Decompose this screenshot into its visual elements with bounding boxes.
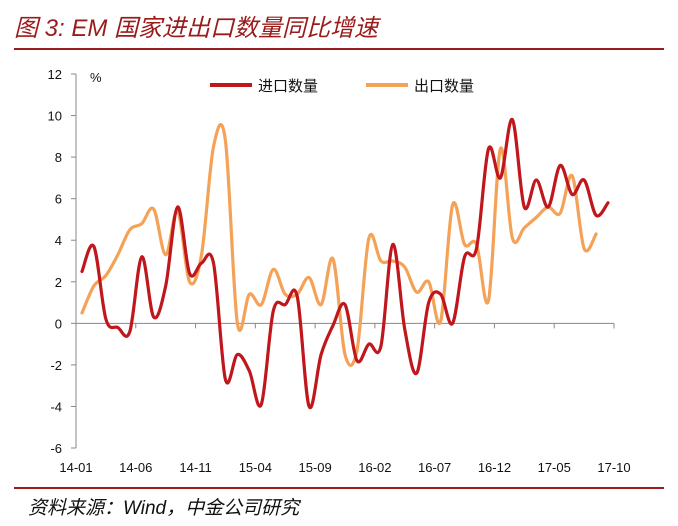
y-tick-label: 0 bbox=[55, 316, 62, 331]
y-tick-label: 4 bbox=[55, 233, 62, 248]
y-tick-label: -4 bbox=[50, 399, 62, 414]
y-axis-unit-label: % bbox=[90, 70, 102, 85]
x-tick-label: 15-04 bbox=[239, 460, 272, 475]
source-note: 资料来源：Wind，中金公司研究 bbox=[28, 498, 300, 519]
x-tick-label: 17-10 bbox=[597, 460, 630, 475]
chart-legend: 进口数量 出口数量 bbox=[210, 77, 474, 95]
legend-label: 出口数量 bbox=[414, 77, 474, 95]
y-tick-label: 6 bbox=[55, 192, 62, 207]
x-tick-label: 17-05 bbox=[538, 460, 571, 475]
series-line-imports bbox=[80, 118, 610, 410]
y-tick-label: 10 bbox=[48, 109, 62, 124]
y-tick-label: 2 bbox=[55, 275, 62, 290]
x-tick-label: 16-07 bbox=[418, 460, 451, 475]
x-tick-label: 14-06 bbox=[119, 460, 152, 475]
x-tick-label: 14-11 bbox=[179, 460, 211, 475]
y-tick-label: 8 bbox=[55, 150, 62, 165]
y-tick-label: -2 bbox=[50, 358, 62, 373]
chart-series bbox=[80, 118, 610, 410]
footer-divider bbox=[14, 487, 664, 489]
x-tick-label: 16-02 bbox=[358, 460, 391, 475]
legend-label: 进口数量 bbox=[258, 77, 318, 95]
y-tick-label: 12 bbox=[48, 67, 62, 82]
y-tick-label: -6 bbox=[50, 441, 62, 456]
chart-title: 图 3: EM 国家进出口数量同比增速 bbox=[14, 15, 379, 42]
x-tick-label: 14-01 bbox=[59, 460, 92, 475]
x-tick-label: 16-12 bbox=[478, 460, 511, 475]
x-tick-label: 15-09 bbox=[298, 460, 331, 475]
chart-axes: -6 -4 -2 0 2 4 6 8 10 12 14-01 14-06 14-11 15-04 15-09… bbox=[48, 67, 631, 475]
title-divider bbox=[14, 48, 664, 50]
